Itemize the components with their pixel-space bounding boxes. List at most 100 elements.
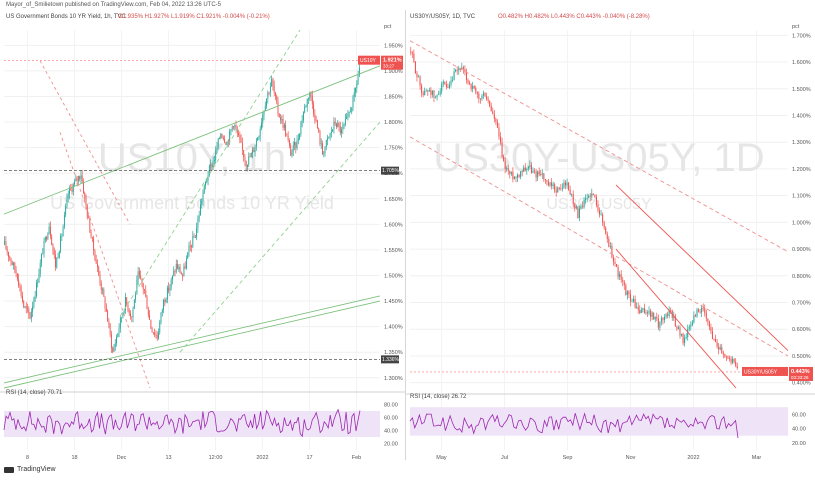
candle-body (597, 204, 599, 211)
candle-body (430, 90, 432, 95)
candle-body (320, 143, 322, 145)
candle-body (165, 299, 167, 303)
tradingview-logo[interactable]: TradingView (4, 466, 56, 473)
candle-body (300, 123, 302, 135)
x-tick-label: Dec (117, 455, 127, 460)
candle-body (168, 287, 170, 291)
candle-body (685, 337, 687, 338)
candle-body (728, 358, 731, 359)
candle-body (504, 160, 506, 170)
candle-body (735, 361, 737, 366)
candle-body (674, 316, 676, 327)
candle-body (608, 238, 610, 247)
rsi-line (3, 408, 361, 438)
level-tag: 1.336% (382, 357, 400, 363)
candle-body (540, 174, 542, 176)
candle-body (25, 306, 27, 309)
candle-body (71, 188, 73, 192)
candle-body (119, 318, 121, 329)
candle-body (164, 299, 166, 303)
candle-body (35, 282, 37, 297)
right-chart-panel[interactable]: 1.700% 1.600% 1.500% 1.400% 1.300% 1.200% 1.10… (406, 10, 815, 460)
candle-body (313, 104, 315, 114)
candle-body (314, 113, 316, 121)
candle-body (425, 90, 427, 92)
candle-body (172, 275, 173, 280)
candle-body (239, 135, 241, 140)
candle-body (431, 90, 433, 95)
candle-body (38, 274, 40, 283)
candle-body (315, 120, 317, 122)
candle-body (668, 310, 670, 316)
candle-body (353, 92, 355, 97)
us30y-us05y-chart[interactable]: 1.700% 1.600% 1.500% 1.400% 1.300% 1.200% 1.10… (406, 10, 815, 460)
candle-body (662, 317, 664, 320)
price-time: 33:27 (383, 64, 395, 69)
candle-body (673, 316, 675, 318)
us10y-chart[interactable]: 1.950%1.900%1.850%1.800%1.750%1.700%1.65… (0, 10, 405, 460)
candle-body (645, 312, 647, 314)
candle-body (186, 258, 187, 269)
candle-body (121, 317, 123, 319)
candle-body (126, 297, 128, 305)
candle-body (572, 194, 574, 204)
candle-body (472, 86, 474, 89)
candle-body (70, 188, 72, 190)
y-tick-label: 1.400% (384, 325, 403, 331)
rsi-tick-label: 80.00 (384, 403, 398, 409)
candle-body (509, 170, 511, 174)
candle-body (543, 173, 545, 179)
candle-body (452, 79, 454, 81)
y-tick-label: 1.300% (384, 376, 403, 382)
candle-body (23, 301, 25, 308)
candle-body (708, 321, 710, 327)
candle-body (146, 296, 148, 310)
tradingview-logo-icon (4, 466, 14, 473)
candle-body (350, 111, 351, 113)
candle-body (564, 182, 567, 186)
candle-body (438, 93, 440, 95)
candle-body (112, 347, 114, 352)
candle-body (263, 110, 265, 116)
candle-body (178, 267, 180, 269)
trend-line (409, 136, 789, 357)
candle-body (272, 78, 274, 86)
candle-body (702, 307, 704, 309)
y-tick-label: 1.600% (384, 222, 403, 228)
candle-body (297, 138, 299, 141)
candle-body (62, 226, 64, 237)
candle-body (151, 328, 153, 333)
candle-body (10, 258, 12, 263)
candle-body (192, 236, 194, 248)
y-tick-label: 0.500% (792, 354, 811, 360)
candle-body (622, 279, 624, 282)
candle-body (197, 218, 199, 228)
candle-body (261, 122, 262, 129)
candle-body (149, 315, 151, 320)
candle-body (487, 99, 489, 101)
candle-body (557, 187, 559, 193)
y-tick-label: 0.400% (792, 381, 811, 387)
candle-body (304, 106, 306, 113)
candle-body (65, 206, 67, 215)
candle-body (211, 164, 213, 168)
x-tick-label: 8 (26, 455, 29, 460)
candle-body (358, 67, 360, 76)
left-chart-panel[interactable]: 1.950%1.900%1.850%1.800%1.750%1.700%1.65… (0, 10, 406, 460)
level-tag: 1.705% (382, 168, 400, 174)
candle-body (469, 82, 471, 84)
candle-body (719, 347, 721, 350)
candle-body (445, 83, 447, 88)
candle-body (81, 175, 83, 182)
x-tick-label: 12:00 (209, 455, 223, 460)
candle-body (310, 92, 312, 96)
candle-body (275, 92, 276, 97)
candle-body (226, 142, 228, 145)
candle-body (413, 53, 415, 62)
candle-body (224, 138, 226, 143)
candle-body (467, 80, 469, 83)
x-tick-label: Nov (626, 455, 636, 460)
candle-body (247, 164, 248, 168)
candle-body (595, 197, 597, 205)
candle-body (665, 314, 667, 318)
